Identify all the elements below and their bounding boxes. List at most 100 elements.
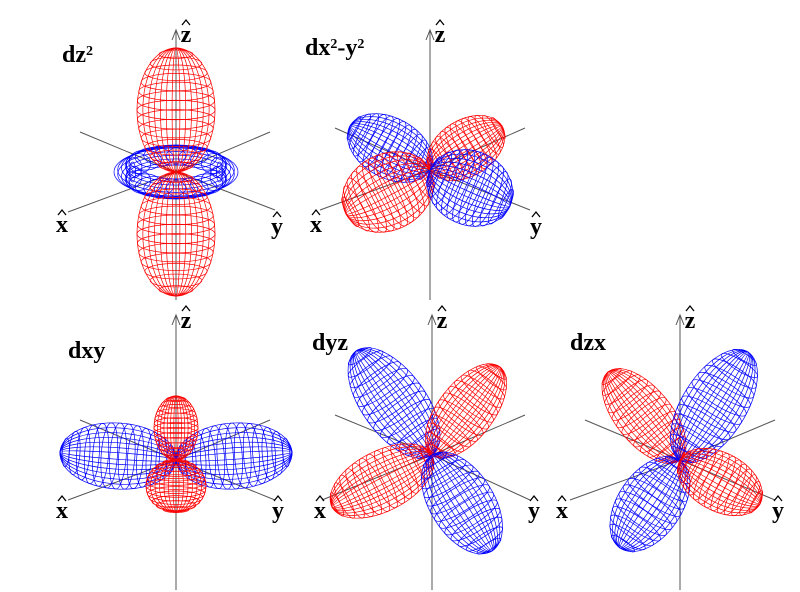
wire — [128, 149, 162, 171]
wire — [601, 367, 622, 385]
wire — [345, 468, 374, 518]
axis-hat — [435, 18, 445, 26]
wire — [362, 161, 402, 230]
axis-label: y — [772, 498, 784, 524]
wire — [482, 115, 504, 148]
wire — [427, 153, 513, 223]
wire — [444, 127, 477, 176]
wire — [155, 461, 197, 472]
lobe — [136, 47, 216, 173]
wire — [465, 160, 499, 227]
wire — [379, 399, 431, 438]
lobe — [136, 171, 216, 297]
wire — [423, 464, 474, 499]
orbital-title: dxy — [68, 338, 105, 364]
wire — [148, 467, 204, 482]
wire — [165, 177, 209, 199]
title-sup: 2 — [357, 37, 364, 52]
wire — [137, 214, 215, 235]
axis-label: x — [310, 212, 322, 238]
axis-hat — [315, 494, 325, 502]
wire — [225, 422, 243, 490]
wire — [145, 482, 207, 498]
axis-hat — [272, 210, 282, 218]
wire — [389, 151, 425, 213]
axis-label: y — [528, 498, 540, 524]
wire — [109, 422, 127, 490]
wire — [425, 363, 507, 459]
wire — [124, 145, 228, 186]
wire — [698, 452, 730, 505]
wire — [612, 506, 661, 542]
wire — [158, 49, 194, 59]
wire — [158, 404, 194, 414]
wire — [200, 170, 227, 191]
wire — [216, 161, 223, 183]
axis-line — [334, 414, 433, 456]
axis-line — [584, 419, 681, 461]
wire — [341, 196, 360, 227]
wire — [426, 156, 442, 187]
wire — [261, 426, 276, 481]
wire — [397, 151, 430, 207]
lobe — [59, 422, 177, 490]
axis-line — [321, 454, 433, 501]
wire — [343, 185, 370, 232]
wire — [125, 157, 143, 179]
lobe — [420, 451, 504, 555]
wire — [610, 514, 654, 547]
wire — [113, 147, 239, 197]
wire — [282, 437, 291, 468]
wire — [486, 363, 507, 380]
wire — [125, 170, 152, 191]
wire — [616, 390, 661, 429]
wire — [611, 384, 655, 421]
wire — [446, 151, 482, 220]
wire — [156, 408, 196, 419]
wire — [155, 500, 197, 511]
wire — [136, 99, 216, 121]
wire — [216, 423, 235, 490]
wire — [138, 242, 214, 263]
title-sup: 2 — [330, 37, 337, 52]
wire — [472, 165, 504, 227]
lobe — [676, 447, 764, 517]
wire — [161, 448, 191, 456]
wire — [373, 450, 406, 504]
wire — [448, 386, 494, 423]
wire — [498, 189, 514, 220]
wire — [368, 157, 408, 227]
wire — [444, 499, 498, 536]
wire — [679, 448, 701, 483]
wire — [450, 507, 501, 542]
axis-hat — [437, 304, 447, 312]
wire — [646, 461, 690, 494]
wire — [602, 370, 632, 396]
wire — [671, 423, 716, 454]
axis-hat — [557, 494, 567, 502]
wire — [366, 453, 398, 509]
wire — [138, 118, 214, 139]
wire — [233, 422, 252, 489]
wire — [154, 432, 198, 444]
wire — [162, 505, 190, 514]
wire — [607, 379, 648, 414]
wire — [100, 422, 119, 489]
axis-label: y — [530, 214, 542, 240]
wire — [153, 422, 199, 434]
wire — [455, 120, 488, 169]
wire — [429, 124, 503, 172]
wire — [352, 462, 382, 515]
wire — [136, 223, 216, 245]
wire — [474, 115, 501, 155]
wire — [76, 426, 91, 481]
wire — [125, 153, 152, 174]
wire — [429, 477, 486, 515]
wire — [357, 114, 387, 163]
wire — [137, 109, 215, 130]
wire — [252, 424, 269, 484]
lobe — [426, 149, 514, 227]
wire — [209, 157, 227, 179]
wire — [381, 152, 420, 219]
